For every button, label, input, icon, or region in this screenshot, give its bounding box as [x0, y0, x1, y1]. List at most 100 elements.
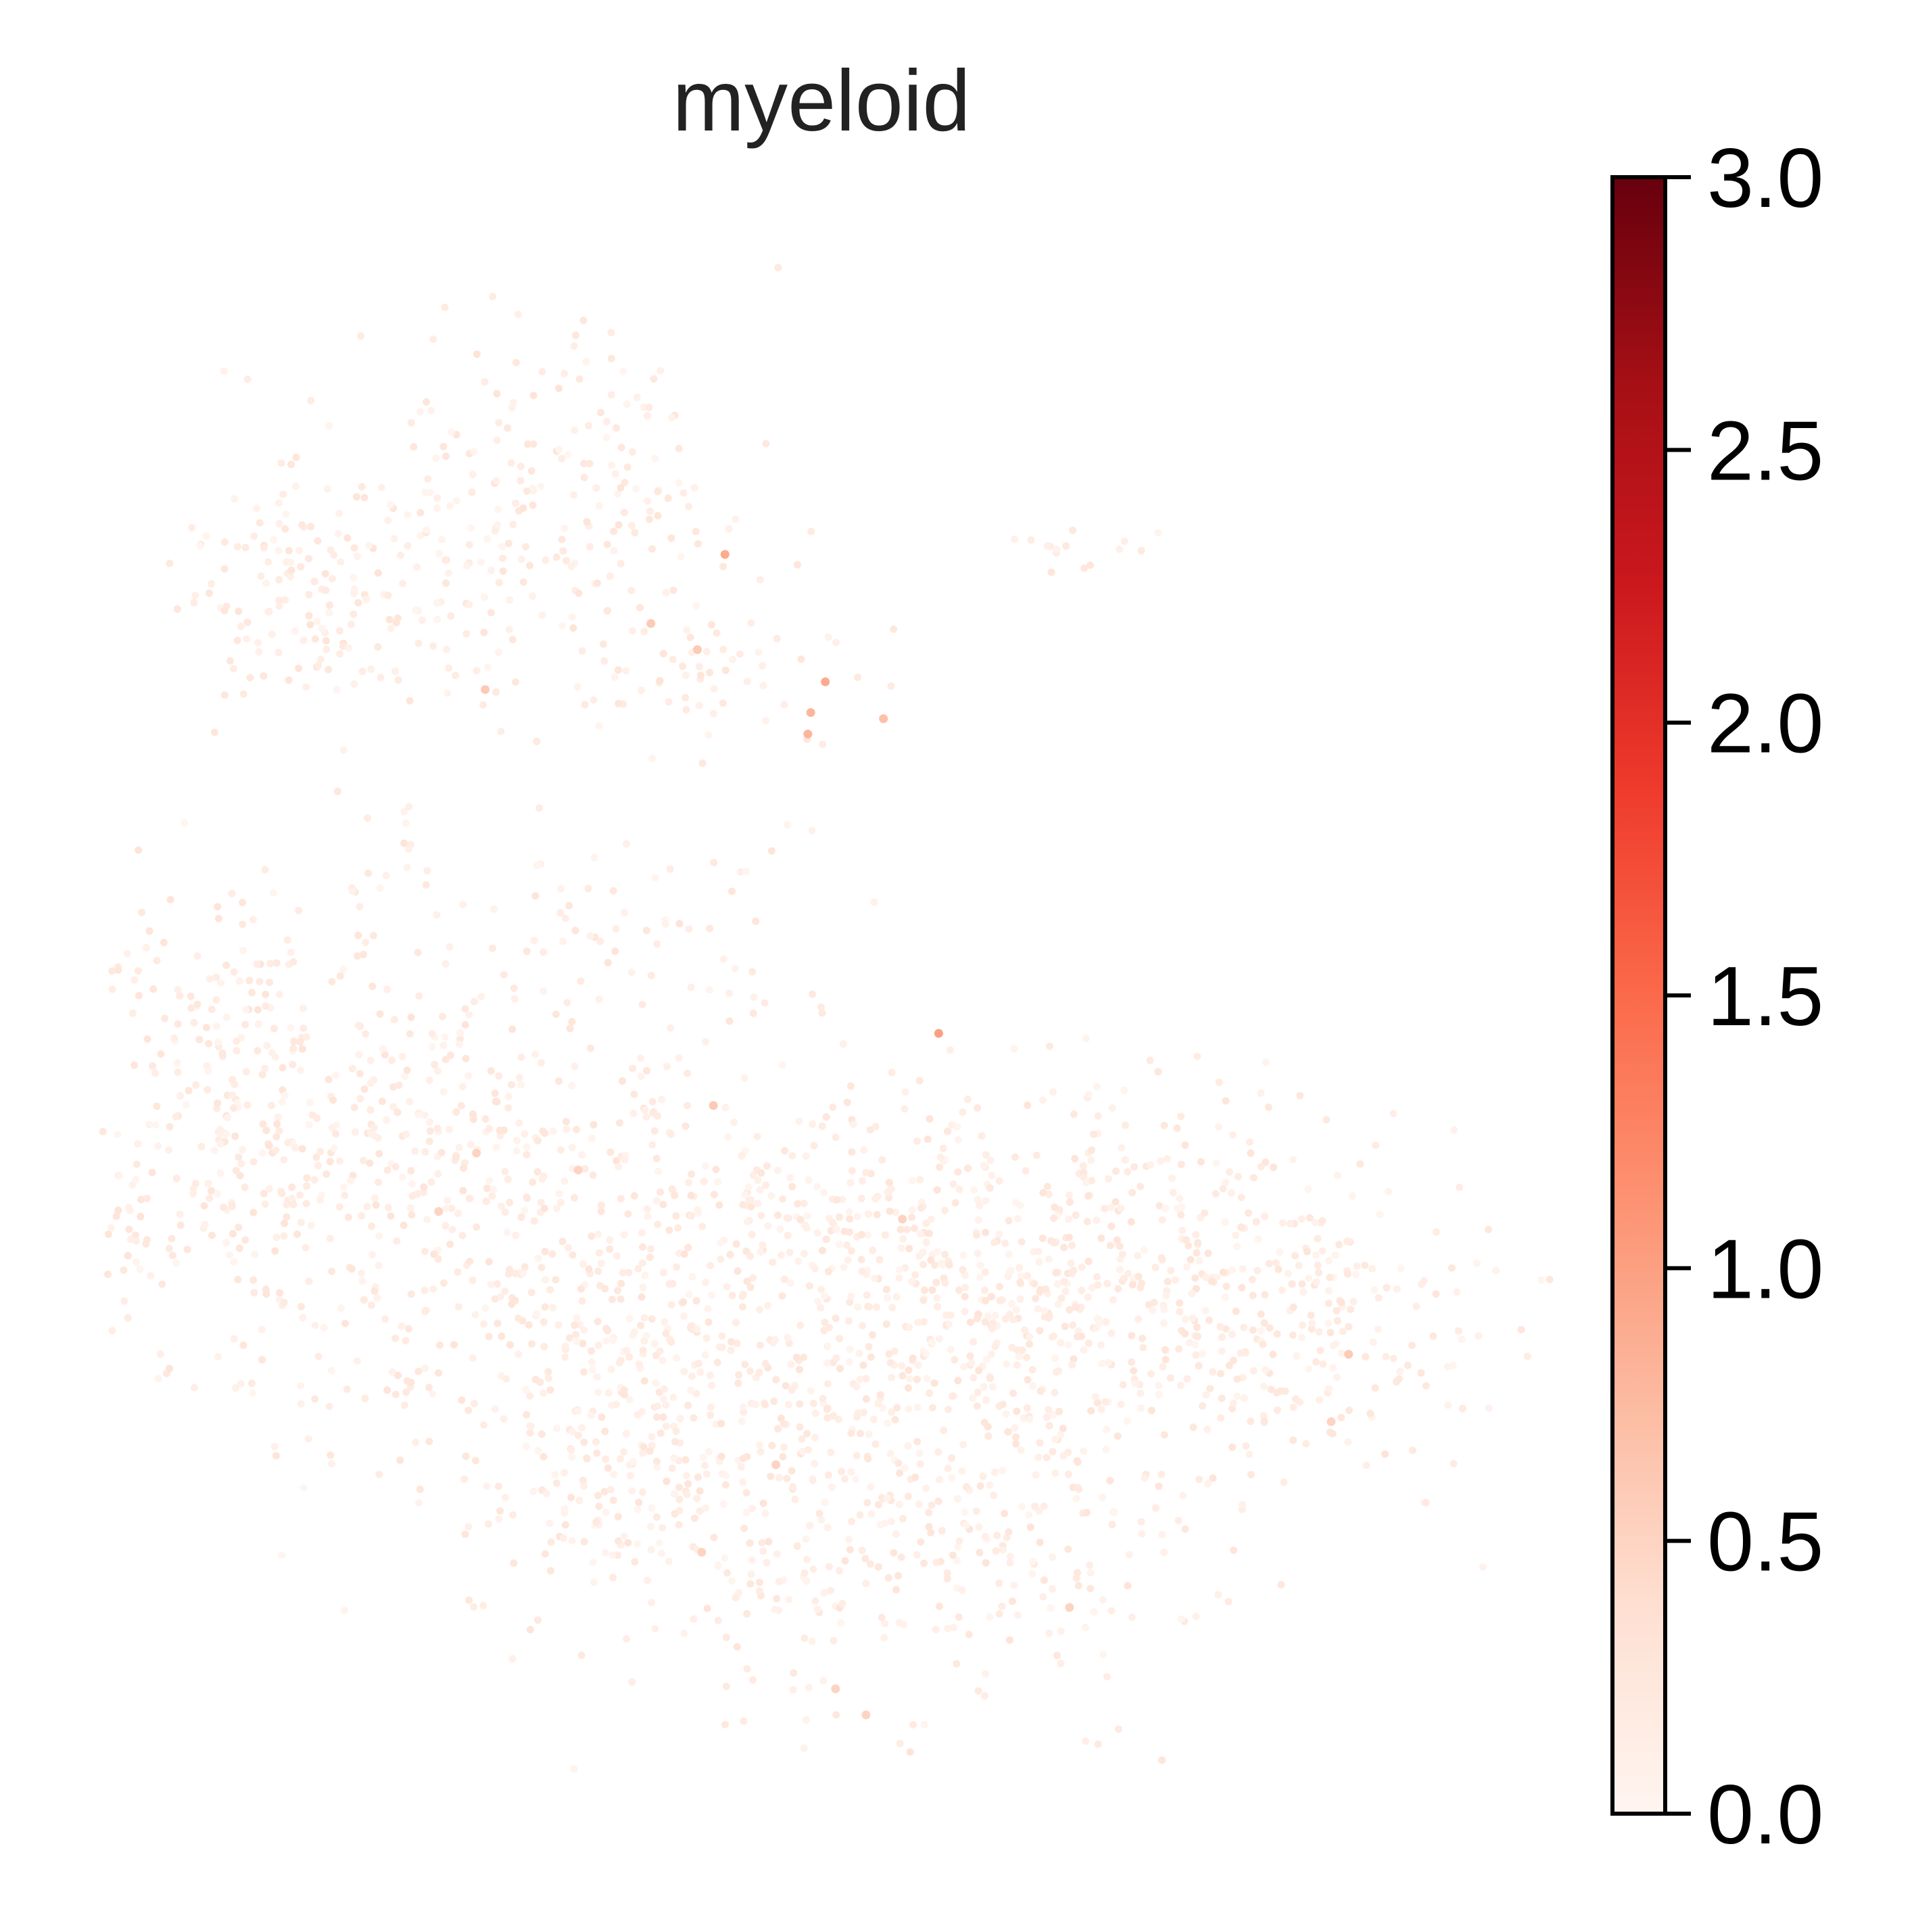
cell-point: [725, 1017, 734, 1025]
cell-point: [1021, 1326, 1029, 1334]
cell-point: [374, 643, 382, 651]
cell-point: [1348, 1192, 1356, 1200]
cell-point: [427, 1178, 435, 1186]
cell-point: [1016, 1278, 1024, 1286]
cell-point: [527, 467, 535, 475]
cell-point: [267, 1102, 275, 1110]
cell-point: [281, 1219, 289, 1227]
cell-point: [512, 499, 519, 507]
cell-point: [376, 1010, 384, 1018]
cell-point: [629, 448, 636, 456]
cell-point: [696, 1507, 704, 1515]
cell-point: [973, 1402, 981, 1410]
cell-point: [1181, 1141, 1189, 1149]
cell-point: [1253, 1267, 1262, 1275]
cell-point: [509, 398, 517, 406]
cell-point: [1036, 1439, 1044, 1447]
cell-point: [1017, 1446, 1025, 1455]
cell-point: [1072, 1303, 1080, 1311]
cell-point: [535, 804, 544, 812]
cell-point: [862, 1395, 870, 1403]
cell-point: [1237, 1223, 1245, 1231]
cell-point: [659, 650, 667, 658]
cell-point: [1245, 1209, 1252, 1217]
cell-point: [1393, 1285, 1401, 1293]
cell-point: [512, 1147, 521, 1155]
cell-point: [809, 1565, 817, 1573]
cell-point: [265, 1185, 273, 1193]
cell-point: [253, 960, 261, 968]
cell-point: [1193, 1332, 1201, 1340]
cell-point: [1262, 1366, 1270, 1374]
cell-point: [1311, 1219, 1319, 1227]
cell-point: [1221, 1294, 1229, 1301]
cell-point: [1162, 1356, 1170, 1363]
cell-point: [1064, 1470, 1072, 1478]
cell-point: [884, 1574, 892, 1582]
cell-point: [1318, 1247, 1326, 1255]
cell-point: [1374, 1294, 1383, 1302]
cell-point: [846, 1546, 854, 1554]
cell-point: [274, 649, 283, 657]
cell-point: [1139, 1344, 1147, 1352]
cell-point: [1078, 1263, 1086, 1271]
cell-point: [243, 1101, 252, 1109]
cell-point: [530, 1217, 538, 1225]
cell-point: [870, 898, 878, 906]
cell-point: [615, 699, 623, 707]
cell-point: [270, 536, 278, 544]
cell-point: [268, 630, 276, 638]
cell-point: [687, 983, 695, 991]
cell-point: [714, 1616, 722, 1624]
cell-point: [732, 1240, 740, 1248]
cell-point: [747, 1196, 755, 1204]
cell-point: [1028, 1570, 1036, 1578]
cell-point: [961, 1508, 969, 1516]
cell-point: [796, 1365, 803, 1373]
cell-point: [715, 1343, 723, 1351]
cell-point: [937, 1259, 945, 1267]
cell-point: [1239, 1501, 1247, 1509]
cell-point: [846, 1345, 854, 1353]
cell-point: [976, 1549, 984, 1557]
cell-point: [138, 908, 146, 916]
cell-point: [759, 682, 767, 690]
cell-point: [1444, 1401, 1452, 1409]
cell-point: [376, 884, 384, 892]
cell-point: [755, 1578, 763, 1586]
cell-point: [114, 1131, 122, 1139]
cell-point: [533, 1168, 542, 1176]
cell-point: [870, 1274, 878, 1282]
cell-point: [554, 1077, 563, 1085]
cell-point: [707, 1261, 714, 1269]
cell-point: [613, 1157, 621, 1165]
cell-point: [632, 485, 640, 493]
cell-point: [822, 1235, 830, 1244]
cell-point: [932, 1626, 940, 1633]
cell-point: [629, 1457, 638, 1465]
cell-point: [431, 1060, 439, 1068]
cell-point: [275, 575, 283, 584]
cell-point-highlight: [697, 1547, 707, 1557]
cell-point: [1362, 1461, 1370, 1469]
cell-point: [609, 887, 617, 895]
cell-point: [805, 1446, 812, 1454]
cell-point: [297, 563, 305, 571]
cell-point: [1152, 1504, 1159, 1512]
cell-point: [542, 1275, 550, 1283]
cell-point: [827, 1586, 834, 1595]
cell-point: [796, 1216, 805, 1224]
cell-point: [212, 973, 220, 981]
cell-point: [494, 521, 502, 529]
cell-point: [1008, 1300, 1015, 1308]
cell-point: [499, 567, 507, 575]
cell-point: [652, 1513, 661, 1521]
cell-point: [644, 412, 651, 420]
cell-point: [1249, 1367, 1258, 1375]
cell-point: [647, 972, 655, 979]
cell-point: [377, 674, 385, 682]
cell-point: [204, 1179, 212, 1187]
cell-point: [1224, 1598, 1233, 1605]
cell-point: [594, 1230, 602, 1238]
cell-point: [761, 999, 769, 1007]
